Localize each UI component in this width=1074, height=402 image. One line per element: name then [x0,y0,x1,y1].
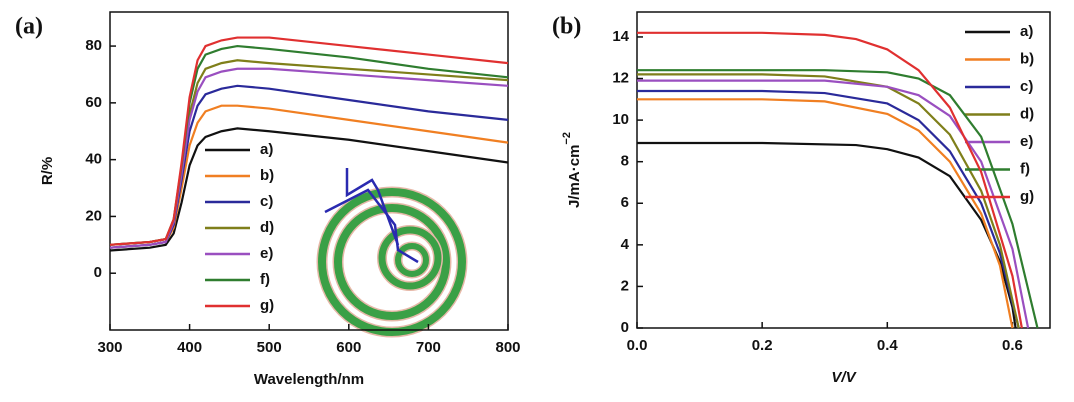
legend-label: d) [260,219,274,236]
legend-label: c) [1020,78,1033,95]
y-axis-label-sup: −2 [561,132,573,145]
x-tick-label: 0.6 [1002,337,1023,354]
x-tick-label: 400 [177,339,202,356]
y-tick-label: 0 [621,319,629,336]
x-tick-label: 0.2 [752,337,773,354]
series-line [637,98,1014,329]
y-axis-label-text: J/mA·cm [566,145,583,208]
inset-spheres [316,168,468,338]
x-tick-label: 700 [416,339,441,356]
x-tick-label: 500 [257,339,282,356]
series-line [637,69,1039,329]
panel-label: (b) [552,14,581,40]
legend-label: f) [260,271,270,288]
y-axis-label-text: R/% [39,157,56,185]
y-axis-label: J/mA·cm−2 [561,132,583,208]
legend-label: a) [1020,23,1033,40]
core-ring [395,243,429,277]
legend-label: g) [260,297,274,314]
y-tick-label: 12 [612,69,629,86]
x-tick-label: 0.4 [877,337,899,354]
legend-label: e) [1020,133,1033,150]
x-tick-label: 0.0 [627,337,648,354]
series-line [637,141,1017,329]
plot-frame [109,11,509,331]
y-axis-label: R/% [39,157,56,185]
series-line [637,73,1020,329]
y-tick-label: 4 [621,236,630,253]
outer-ring [318,188,466,336]
x-axis-label: V/V [831,369,857,386]
x-tick-label: 600 [336,339,361,356]
plot-frame [636,11,1051,329]
y-tick-label: 6 [621,194,629,211]
x-tick-label: 300 [97,339,122,356]
series-line [637,31,1023,329]
series-line [109,36,509,246]
legend-label: a) [260,141,273,158]
series-line [637,89,1020,329]
panel-label: (a) [15,14,43,40]
y-tick-label: 60 [85,94,102,111]
mid-ring [334,204,450,320]
series-line [637,79,1030,329]
x-tick-label: 800 [495,339,520,356]
y-tick-label: 80 [85,37,102,54]
y-tick-label: 40 [85,151,102,168]
legend-label: g) [1020,188,1034,205]
inner-ring [378,226,442,290]
legend-label: b) [1020,50,1034,67]
x-axis-label: Wavelength/nm [254,371,364,388]
light-path [324,188,419,264]
legend-label: e) [260,245,273,262]
y-tick-label: 0 [94,264,102,281]
y-tick-label: 8 [621,153,629,170]
y-tick-label: 2 [621,277,629,294]
y-tick-label: 20 [85,207,102,224]
light-path [345,168,400,246]
legend-label: d) [1020,105,1034,122]
legend-label: c) [260,193,273,210]
series-line [109,127,509,252]
legend-label: b) [260,167,274,184]
y-tick-label: 10 [612,111,629,128]
legend-label: f) [1020,160,1030,177]
y-tick-label: 14 [612,28,629,45]
